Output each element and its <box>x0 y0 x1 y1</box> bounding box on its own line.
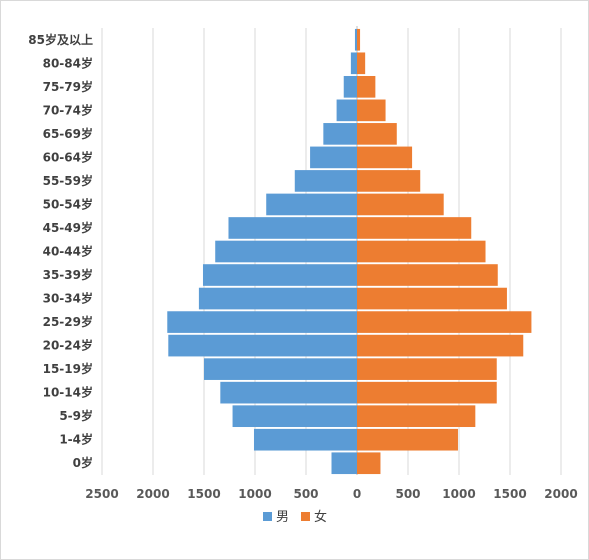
bar-male <box>343 75 357 98</box>
bar-female <box>357 428 458 451</box>
bar-male <box>310 146 357 169</box>
bar-female <box>357 75 376 98</box>
bar-male <box>202 264 357 286</box>
x-tick-label: 1500 <box>187 487 220 501</box>
x-tick-label: 1000 <box>442 487 475 501</box>
x-tick-label: 2000 <box>544 487 577 501</box>
category-label: 55-59岁 <box>43 173 93 188</box>
bar-female <box>357 311 532 333</box>
bar-male <box>294 170 357 192</box>
bar-male <box>266 193 357 216</box>
bar-male <box>204 358 357 380</box>
category-label: 1-4岁 <box>59 432 93 447</box>
bar-male <box>336 99 357 122</box>
bar-male <box>253 428 357 451</box>
bar-female <box>357 170 421 192</box>
bar-male <box>354 28 357 51</box>
bar-male <box>331 452 357 475</box>
bar-female <box>357 287 507 310</box>
category-label: 50-54岁 <box>43 196 93 211</box>
category-label: 85岁及以上 <box>28 32 93 47</box>
bar-male <box>168 334 357 357</box>
bar-female <box>357 334 524 357</box>
category-labels: 0岁 1-4岁 5-9岁 10-14岁 15-19岁 20-24岁 25-29岁 30-34岁… <box>28 32 93 470</box>
bar-male <box>167 311 357 333</box>
category-label: 65-69岁 <box>43 126 93 141</box>
category-label: 70-74岁 <box>43 102 93 117</box>
bar-female <box>357 264 498 286</box>
x-tick-label: 500 <box>293 487 318 501</box>
category-label: 40-44岁 <box>43 244 93 259</box>
category-label: 25-29岁 <box>43 314 93 329</box>
category-label: 35-39岁 <box>43 267 93 282</box>
x-tick-label: 0 <box>353 487 361 501</box>
bar-male <box>215 240 357 263</box>
x-tick-labels: 2500 2000 1500 1000 500 0 500 1000 1500 2000 <box>85 487 577 501</box>
bar-male <box>323 123 357 145</box>
category-label: 5-9岁 <box>59 408 93 423</box>
bar-female <box>357 123 397 145</box>
category-label: 45-49岁 <box>43 220 93 235</box>
bar-female <box>357 217 472 239</box>
bar-female <box>357 381 497 404</box>
bar-male <box>198 287 357 310</box>
bar-female <box>357 52 366 75</box>
bar-female <box>357 146 413 169</box>
bar-female <box>357 193 444 216</box>
x-tick-label: 1000 <box>238 487 271 501</box>
category-label: 60-64岁 <box>43 149 93 164</box>
category-label: 20-24岁 <box>43 338 93 353</box>
category-label: 0岁 <box>73 455 93 470</box>
bar-male <box>232 405 357 428</box>
bars <box>167 28 532 475</box>
x-tick-label: 500 <box>395 487 420 501</box>
x-tick-label: 2000 <box>136 487 169 501</box>
bar-female <box>357 28 361 51</box>
bar-female <box>357 405 476 428</box>
bar-female <box>357 240 486 263</box>
category-label: 15-19岁 <box>43 361 93 376</box>
category-label: 10-14岁 <box>43 385 93 400</box>
legend: 男女 <box>263 509 327 525</box>
bar-female <box>357 452 381 475</box>
x-tick-label: 2500 <box>85 487 118 501</box>
category-label: 75-79岁 <box>43 79 93 94</box>
bar-female <box>357 99 386 122</box>
bar-female <box>357 358 497 380</box>
bar-male <box>220 381 357 404</box>
category-label: 80-84岁 <box>43 55 93 70</box>
legend-swatch <box>301 512 310 521</box>
category-label: 30-34岁 <box>43 291 93 306</box>
bar-male <box>228 217 357 239</box>
legend-swatch <box>263 512 272 521</box>
legend-label: 男 <box>276 510 289 525</box>
legend-label: 女 <box>314 509 327 525</box>
bar-male <box>350 52 357 75</box>
x-tick-label: 1500 <box>493 487 526 501</box>
